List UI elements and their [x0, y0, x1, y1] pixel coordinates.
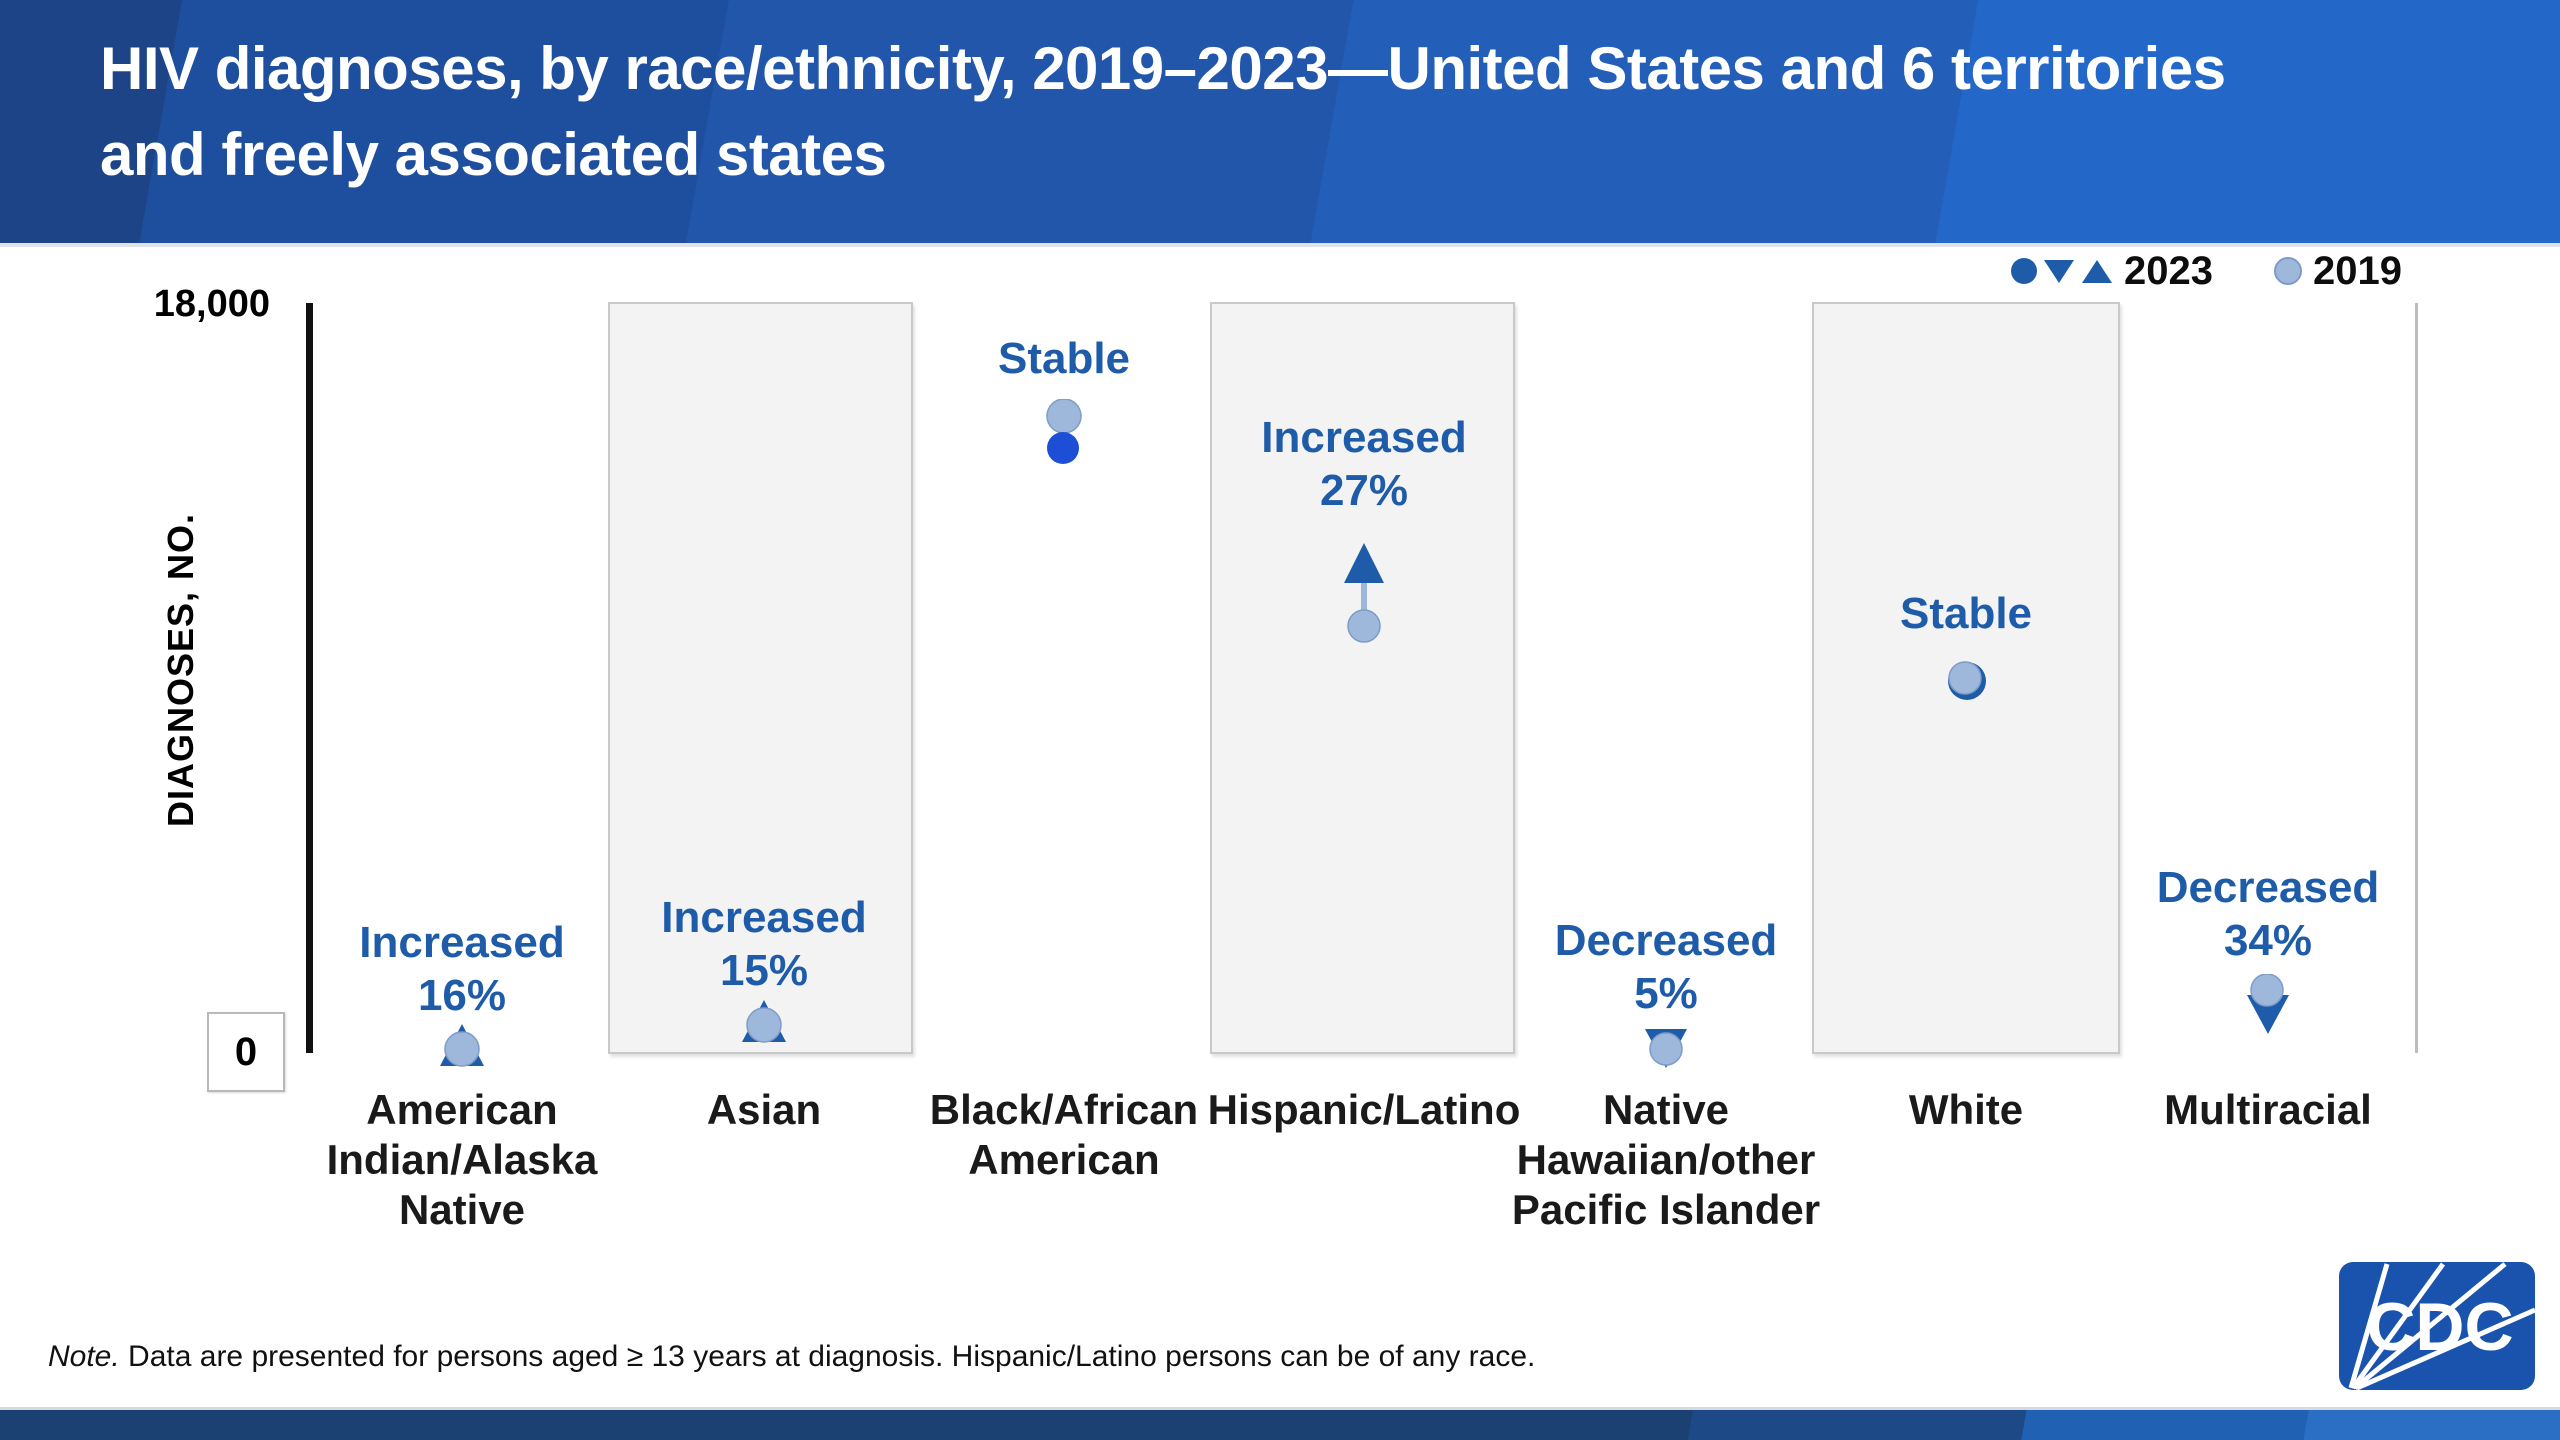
marker-two-circles — [1046, 399, 1082, 464]
category-label: White — [1908, 1086, 2024, 1133]
footnote-body: Data are presented for persons aged ≥ 13… — [119, 1340, 1536, 1373]
legend-2019-label: 2019 — [2312, 248, 2402, 293]
legend: 2023 2019 — [2010, 246, 2402, 296]
trend-annotation: Stable — [1899, 589, 2033, 638]
category-group-multiracial: Decreased 34% Multiracial — [2088, 0, 2448, 1440]
y-axis-title: DIAGNOSES, NO. — [160, 512, 201, 828]
legend-2023-circle-icon — [2011, 258, 2037, 284]
y-axis-line — [306, 303, 313, 1053]
shaded-band-hispanic — [1210, 302, 1515, 1054]
category-group-hispanic-latino: Increased 27% Hispanic/Latino — [1184, 0, 1544, 1440]
page-title-line2: and freely associated states — [100, 121, 887, 188]
category-label: Asian — [706, 1086, 822, 1133]
header-banner: HIV diagnoses, by race/ethnicity, 2019–2… — [0, 0, 2560, 247]
category-label: American Indian/Alaska Native — [326, 1086, 598, 1233]
trend-annotation: Increased 15% — [661, 893, 867, 995]
marker-up-triangle-with-circle — [742, 1000, 786, 1043]
footnote-prefix: Note. — [48, 1340, 120, 1373]
marker-overlapped-circles — [1948, 661, 1986, 700]
marker-circle-over-down-triangle — [2247, 974, 2289, 1034]
category-label: Black/African American — [929, 1086, 1199, 1183]
trend-annotation: Decreased 34% — [2156, 863, 2380, 965]
legend-2019-circle-icon — [2273, 257, 2302, 285]
page-title-line1: HIV diagnoses, by race/ethnicity, 2019–2… — [100, 35, 2226, 102]
shaded-band-asian — [608, 302, 913, 1054]
trend-annotation: Increased 27% — [1261, 413, 1467, 515]
trend-annotation: Increased 16% — [359, 918, 565, 1020]
trend-annotation: Decreased 5% — [1554, 916, 1778, 1018]
category-group-white: Stable White — [1786, 0, 2146, 1440]
footer-bar — [0, 1407, 2560, 1440]
cdc-logo: CDC — [2339, 1262, 2537, 1391]
category-group-american-indian-alaska-native: Increased 16% American Indian/Alaska Nat… — [282, 0, 642, 1440]
footnote: Note. Data are presented for persons age… — [48, 1340, 1535, 1374]
y-axis-zero-tick: 0 — [207, 1012, 285, 1092]
page-title: HIV diagnoses, by race/ethnicity, 2019–2… — [100, 26, 2480, 198]
category-label: Multiracial — [2164, 1086, 2372, 1133]
legend-2023-triangle-up-icon — [2082, 260, 2112, 283]
trend-annotation: Stable — [997, 334, 1131, 383]
category-label: Hispanic/Latino — [1207, 1086, 1521, 1133]
marker-up-arrow-from-circle — [1344, 543, 1384, 643]
y-axis-max-tick: 18,000 — [153, 283, 270, 325]
legend-2023-triangle-down-icon — [2044, 260, 2074, 283]
category-label: Native Hawaiian/other Pacific Islander — [1511, 1086, 1821, 1233]
category-group-native-hawaiian-pacific-islander: Decreased 5% Native Hawaiian/other Pacif… — [1486, 0, 1846, 1440]
plot-right-border — [2415, 303, 2418, 1053]
category-group-asian: Increased 15% Asian — [584, 0, 944, 1440]
legend-2023-label: 2023 — [2124, 248, 2213, 293]
category-group-black-african-american: Stable Black/African American — [884, 0, 1244, 1440]
marker-up-triangle-with-circle — [440, 1024, 484, 1067]
cdc-logo-text: CDC — [2366, 1289, 2513, 1365]
marker-down-triangle-with-circle — [1645, 1029, 1687, 1068]
